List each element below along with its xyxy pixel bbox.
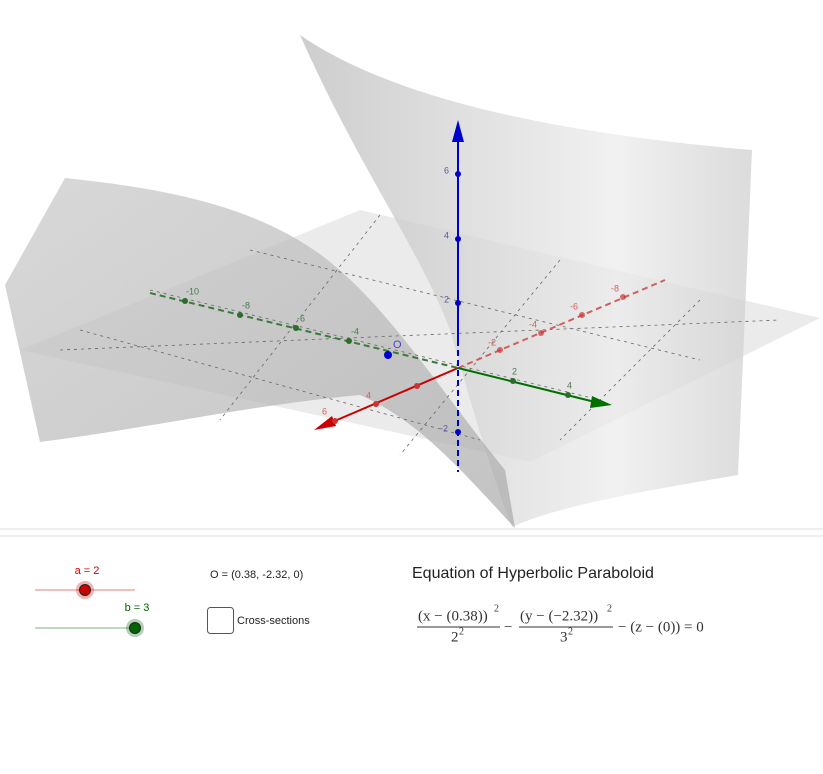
slider-a[interactable]: a = 2 xyxy=(35,565,135,599)
checkbox[interactable] xyxy=(207,607,234,634)
tick-dot xyxy=(497,347,503,353)
grid-line xyxy=(149,289,601,401)
point-text: O = (0.38, -2.32, 0) xyxy=(210,569,303,581)
y-tick-label: -4 xyxy=(351,326,359,336)
z-tick-label: -2 xyxy=(440,423,448,433)
z-tick-label: 4 xyxy=(444,230,449,240)
tick-dot xyxy=(510,378,516,384)
x-axis xyxy=(329,367,459,424)
tick-dot xyxy=(414,383,420,389)
z-tick-label: 2 xyxy=(444,294,449,304)
tick-dot xyxy=(455,300,461,306)
y-axis xyxy=(457,367,596,403)
z-tick-label: 6 xyxy=(444,165,449,175)
grid-line xyxy=(59,319,781,351)
eq-text: 2 xyxy=(607,603,612,614)
eq-text: − (z − (0)) = 0 xyxy=(618,619,704,635)
x-tick-label: -8 xyxy=(611,283,619,293)
tick-dot xyxy=(346,338,352,344)
graphics-3d[interactable]: 6 4 2 -2 O -10 -8 -6 -4 2 4 6 4 - xyxy=(5,35,820,528)
x-tick-label: -4 xyxy=(529,319,537,329)
z-arrow xyxy=(452,120,464,142)
surface-back xyxy=(300,35,752,527)
x-tick-label: 4 xyxy=(366,390,371,400)
grid-line xyxy=(249,249,701,361)
x-tick-label: -2 xyxy=(488,337,496,347)
x-tick-label: -6 xyxy=(570,301,578,311)
eq-text: 3 xyxy=(560,629,568,645)
tick-dot xyxy=(182,298,188,304)
tick-dot xyxy=(455,171,461,177)
tick-dot xyxy=(565,392,571,398)
grid xyxy=(59,214,781,456)
grid-line xyxy=(399,259,561,456)
y-tick-label: -8 xyxy=(242,300,250,310)
y-axis-hidden xyxy=(149,292,459,369)
slider-knob[interactable] xyxy=(79,584,91,596)
tick-dot xyxy=(455,429,461,435)
slider-knob[interactable] xyxy=(129,622,141,634)
slider-b[interactable]: b = 3 xyxy=(35,602,149,637)
eq-text: 2 xyxy=(451,629,459,645)
tick-dot xyxy=(620,294,626,300)
eq-text: 2 xyxy=(568,626,573,637)
tick-dot xyxy=(579,312,585,318)
point-o[interactable] xyxy=(384,351,392,359)
x-tick-label: 6 xyxy=(322,406,327,416)
point-label: O xyxy=(393,339,402,351)
y-arrow xyxy=(590,396,612,408)
y-tick-label: -10 xyxy=(186,286,199,296)
grid-line xyxy=(219,214,381,421)
eq-text: − xyxy=(504,619,512,635)
tick-dot xyxy=(455,236,461,242)
grid-line xyxy=(79,329,481,441)
tick-dot xyxy=(373,401,379,407)
slider-label: a = 2 xyxy=(75,565,100,577)
grid-line xyxy=(559,299,701,441)
x-axis-hidden xyxy=(457,279,666,369)
tick-dot xyxy=(293,325,299,331)
x-arrow xyxy=(314,416,336,430)
eq-text: (x − (0.38)) xyxy=(418,608,488,624)
slider-label: b = 3 xyxy=(125,602,150,614)
y-tick-label: -6 xyxy=(297,313,305,323)
eq-text: 2 xyxy=(494,603,499,614)
surface-left xyxy=(5,178,515,528)
tick-dot xyxy=(332,418,338,424)
equation: (x − (0.38)) 2 2 2 − (y − (−2.32)) 2 3 2… xyxy=(417,603,704,645)
y-tick-label: 4 xyxy=(567,380,572,390)
tick-dot xyxy=(237,312,243,318)
title: Equation of Hyperbolic Paraboloid xyxy=(412,565,654,582)
checkbox-label[interactable]: Cross-sections xyxy=(237,615,310,627)
y-tick-label: 2 xyxy=(512,366,517,376)
tick-dot xyxy=(538,330,544,336)
eq-text: (y − (−2.32)) xyxy=(520,608,598,624)
eq-text: 2 xyxy=(459,626,464,637)
